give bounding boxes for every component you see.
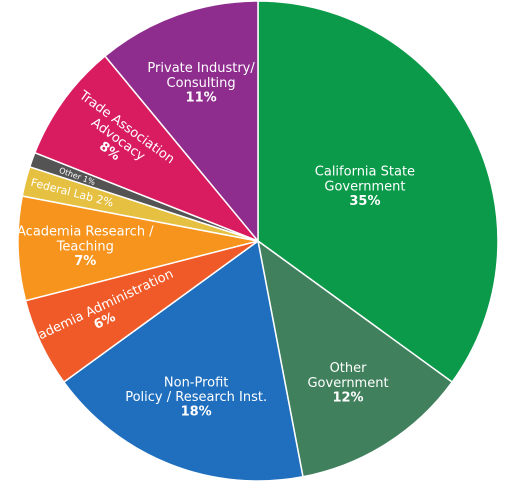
category-label: Academia Research / Teaching bbox=[17, 224, 154, 254]
value-label: 1% bbox=[82, 174, 97, 187]
category-line: Non-Profit bbox=[164, 375, 229, 390]
value-label: 2% bbox=[95, 193, 115, 210]
pie-slice bbox=[256, 239, 454, 478]
category-line: Other bbox=[330, 360, 368, 375]
pie-slice bbox=[62, 239, 304, 482]
value-label: 35% bbox=[349, 194, 380, 209]
category-line: Consulting bbox=[167, 75, 236, 90]
category-line: Teaching bbox=[56, 239, 114, 254]
category-label: California State Government bbox=[315, 164, 415, 194]
pie-slice bbox=[103, 0, 259, 244]
slice-label: Non-Profit Policy / Research Inst.18% bbox=[125, 375, 267, 420]
category-line: Policy / Research Inst. bbox=[125, 390, 267, 405]
category-line: Academia Research / bbox=[17, 224, 154, 239]
category-label: Other Government bbox=[307, 360, 388, 390]
pie-slice bbox=[33, 55, 259, 242]
value-label: 12% bbox=[332, 390, 363, 405]
value-label: 18% bbox=[181, 405, 212, 420]
value-label: 11% bbox=[186, 90, 217, 105]
category-label: Non-Profit Policy / Research Inst. bbox=[125, 375, 267, 405]
category-line: Government bbox=[307, 375, 388, 390]
pie-slice bbox=[17, 195, 259, 302]
category-line: Private Industry/ bbox=[147, 60, 255, 75]
pie-slice bbox=[257, 0, 499, 384]
category-line: California State bbox=[315, 164, 415, 179]
category-line: Government bbox=[324, 179, 405, 194]
category-label: Private Industry/Consulting bbox=[147, 60, 255, 90]
value-label: 7% bbox=[74, 254, 96, 269]
